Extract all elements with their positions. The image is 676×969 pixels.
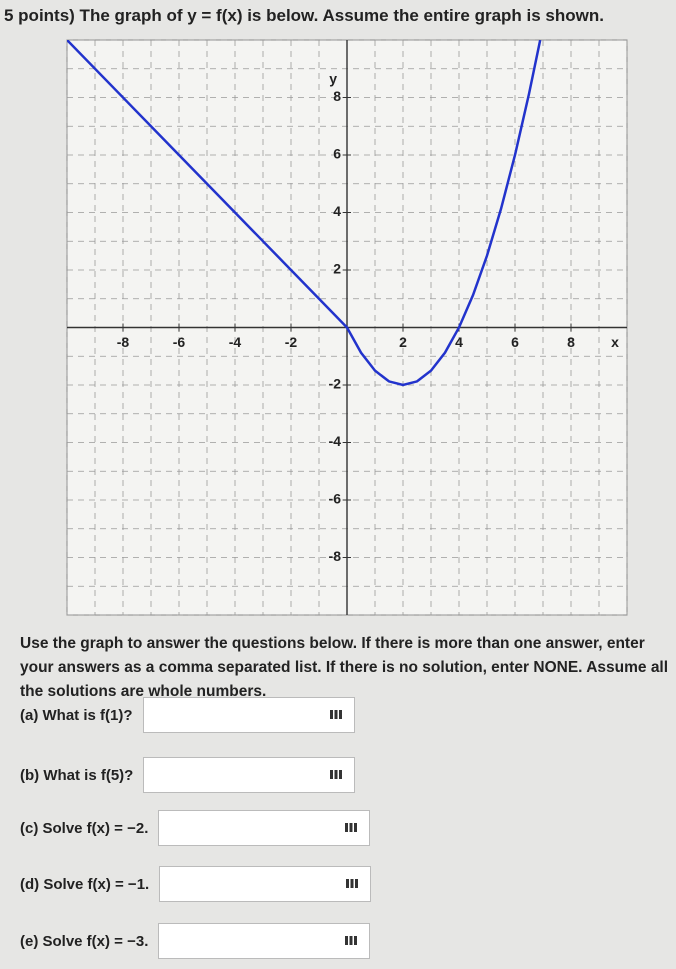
question: (e) Solve f(x) = −3. <box>20 923 371 959</box>
y-tick-label: 8 <box>333 88 341 104</box>
answer-input[interactable] <box>159 866 372 902</box>
y-tick-label: -4 <box>329 433 342 449</box>
x-tick-label: -8 <box>117 334 130 350</box>
x-tick-label: 6 <box>511 334 519 350</box>
graph: -8 -6 -4 -2 2 4 6 8 -8 -6 -4 -2 2 4 6 8 x y <box>66 39 628 616</box>
question-label: (d) Solve f(x) = −1. <box>20 875 150 893</box>
question-label: (e) Solve f(x) = −3. <box>20 932 149 950</box>
x-tick-label: -6 <box>173 334 186 350</box>
keypad-icon[interactable] <box>330 770 343 779</box>
function-curve <box>67 40 542 387</box>
x-tick-label: -2 <box>285 334 298 350</box>
question: (d) Solve f(x) = −1. <box>20 866 372 902</box>
answer-input[interactable] <box>142 697 355 733</box>
keypad-icon[interactable] <box>346 879 359 888</box>
y-axis-label: y <box>329 71 337 87</box>
keypad-icon[interactable] <box>345 823 358 832</box>
y-tick-label: -8 <box>329 548 342 564</box>
y-tick-label: 4 <box>333 203 341 219</box>
question-label: (b) What is f(5)? <box>20 766 134 784</box>
y-tick-label: -6 <box>329 491 342 507</box>
x-axis-label: x <box>611 334 619 350</box>
answer-input[interactable] <box>143 757 356 793</box>
answer-input[interactable] <box>158 810 371 846</box>
keypad-icon[interactable] <box>345 936 358 945</box>
question-label: (a) What is f(1)? <box>20 706 133 724</box>
answer-input[interactable] <box>158 923 371 959</box>
y-tick-label: -2 <box>329 376 342 392</box>
keypad-icon[interactable] <box>329 710 342 719</box>
y-tick-label: 2 <box>333 261 341 277</box>
x-tick-label: 8 <box>567 334 575 350</box>
x-tick-label: -4 <box>229 334 242 350</box>
x-tick-label: 2 <box>399 334 407 350</box>
question: (c) Solve f(x) = −2. <box>20 810 371 846</box>
instructions: Use the graph to answer the questions be… <box>20 635 669 700</box>
question: (b) What is f(5)? <box>20 757 356 793</box>
x-tick-label: 4 <box>455 334 463 350</box>
y-tick-label: 6 <box>333 146 341 162</box>
question-label: (c) Solve f(x) = −2. <box>20 819 149 837</box>
title: 5 points) The graph of y = f(x) is below… <box>4 6 604 25</box>
question: (a) What is f(1)? <box>20 697 355 733</box>
